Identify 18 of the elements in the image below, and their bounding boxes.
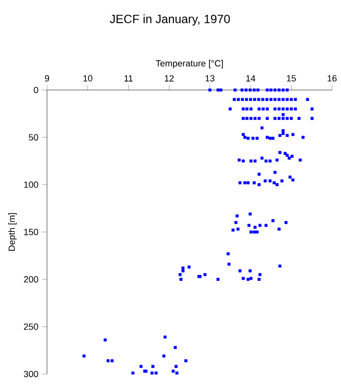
x-tick-label: 14 xyxy=(246,75,256,82)
x-tick-label: 15 xyxy=(286,75,296,82)
y-tick-label: 200 xyxy=(24,276,38,283)
y-tick-label: 150 xyxy=(24,228,38,236)
y-axis-title: Depth [m] xyxy=(8,213,17,251)
y-tick-label: 100 xyxy=(24,181,38,188)
y-tick-label: 250 xyxy=(24,323,38,330)
x-tick-label: 16 xyxy=(328,75,337,82)
x-axis-title: Temperature [°C] xyxy=(156,60,223,68)
x-tick-label: 13 xyxy=(206,75,214,82)
y-tick-label: 0 xyxy=(34,86,38,94)
x-tick-label: 10 xyxy=(83,75,92,82)
x-tick-label: 9 xyxy=(44,75,50,82)
chart-title: JECF in January, 1970 xyxy=(110,14,230,26)
y-tick-label: 50 xyxy=(28,134,38,141)
y-tick-label: 300 xyxy=(24,370,38,378)
x-tick-label: 12 xyxy=(164,75,174,82)
x-tick-label: 11 xyxy=(124,75,133,82)
